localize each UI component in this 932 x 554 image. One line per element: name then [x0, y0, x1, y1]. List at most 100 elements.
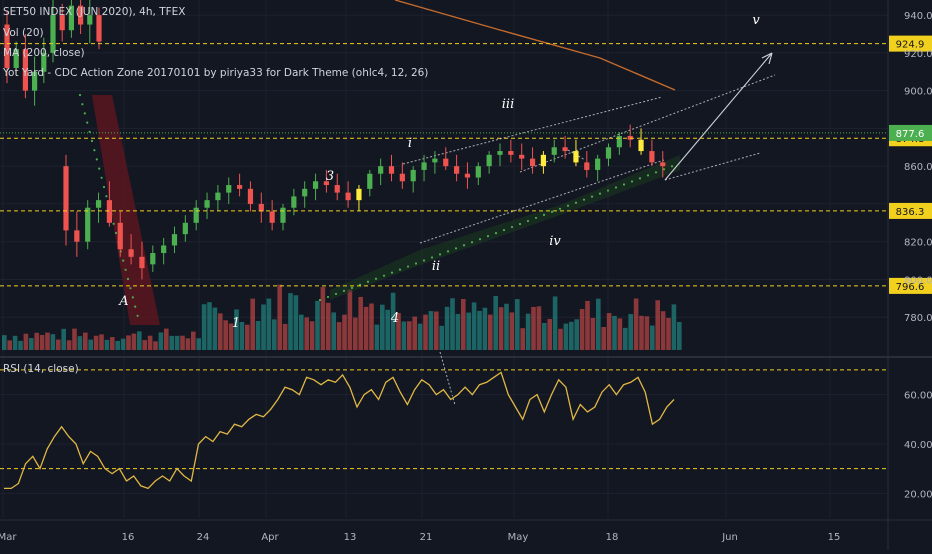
cdc-dot — [95, 158, 98, 161]
cdc-dot — [510, 225, 514, 229]
cdc-dot — [86, 121, 89, 124]
volume-bar — [288, 293, 293, 350]
time-tick-label: 21 — [420, 532, 433, 543]
time-tick-label: 24 — [197, 532, 210, 543]
candle-body — [139, 256, 145, 269]
volume-bar — [304, 317, 309, 350]
legend-ma[interactable]: MA (200, close) — [3, 47, 85, 59]
cdc-dot — [446, 250, 450, 253]
volume-bar — [617, 318, 623, 350]
price-axis[interactable]: 780.00 800.00 820.00 860.00 900.00 920.00 940.… — [904, 11, 932, 500]
candle-body — [193, 207, 199, 223]
cdc-dot — [558, 207, 562, 210]
volume-bar — [509, 312, 515, 350]
cdc-dot — [318, 298, 322, 302]
legend-cdc[interactable]: Yot Yard - CDC Action Zone 20170101 by p… — [3, 67, 429, 79]
volume-bar — [104, 339, 110, 350]
price-tick-label: 780.00 — [904, 313, 932, 324]
volume-bar — [99, 334, 104, 350]
wave-label: A — [118, 294, 128, 309]
wave-label: ii — [432, 259, 440, 274]
volume-bar — [644, 316, 650, 350]
volume-bar — [147, 335, 153, 350]
candle-body — [638, 139, 644, 152]
volume-bar — [353, 317, 358, 350]
volume-bar — [336, 322, 342, 350]
volume-bar — [498, 307, 504, 350]
volume-bar — [520, 328, 525, 350]
cdc-dot — [100, 176, 103, 179]
volume-bar — [466, 312, 471, 350]
price-level-tag — [889, 277, 932, 294]
volume-bar — [547, 318, 552, 350]
volume-bar — [590, 317, 596, 350]
channel-line — [419, 159, 665, 244]
candle-body — [247, 188, 254, 204]
time-tick-label: Apr — [261, 532, 279, 543]
cdc-dot — [126, 277, 130, 281]
candle-body — [312, 181, 319, 189]
candle-body — [584, 162, 590, 170]
candle-body — [106, 200, 112, 223]
volume-bar — [7, 340, 12, 350]
volume-bar — [164, 328, 169, 350]
cdc-dot — [502, 228, 506, 232]
legend-rsi[interactable]: RSI (14, close) — [3, 363, 79, 375]
cdc-dot — [606, 189, 610, 192]
volume-bar — [542, 322, 547, 350]
candle-body — [464, 173, 471, 178]
candle-body — [551, 147, 557, 155]
cdc-dot — [526, 219, 530, 223]
candle-body — [204, 200, 210, 208]
wave-label: v — [752, 13, 760, 28]
candle-body — [50, 15, 56, 53]
volume-bar — [579, 309, 585, 350]
volume-bar — [628, 314, 633, 350]
cdc-dot — [374, 277, 378, 280]
volume-bar — [261, 304, 266, 350]
rsi-pane — [0, 369, 888, 494]
volume-bar — [72, 328, 77, 350]
time-tick-label: 13 — [344, 532, 357, 543]
volume-bar — [369, 303, 374, 350]
candle-body — [573, 151, 579, 163]
legend-symbol[interactable]: SET50 INDEX (JUN 2020), 4h, TFEX — [3, 6, 186, 18]
cdc-dot — [398, 268, 402, 271]
volume-bar — [315, 300, 320, 350]
wave-label: i — [408, 136, 412, 151]
wave-label: 4 — [390, 311, 399, 326]
volume-bar — [569, 321, 574, 350]
cdc-dot — [78, 93, 82, 97]
volume-bar — [93, 335, 99, 350]
cdc-dot — [334, 292, 338, 296]
cdc-dot — [114, 231, 118, 235]
time-axis[interactable]: Mar 16 24 Apr 13 21 May 18 Jun 15 — [0, 532, 840, 543]
volume-bar — [120, 338, 126, 350]
wave-label: 3 — [326, 169, 334, 184]
legend-volume[interactable]: Vol (20) — [3, 27, 44, 39]
volume-bar — [293, 295, 299, 350]
candle-body — [128, 249, 134, 257]
volume-bar — [374, 324, 380, 350]
volume-bar — [347, 289, 353, 350]
volume-bar — [234, 309, 239, 350]
cdc-dot — [122, 259, 125, 262]
volume-bar — [191, 331, 196, 350]
volume-bar — [552, 296, 558, 350]
volume-bar — [88, 339, 93, 350]
cdc-dot — [124, 268, 127, 271]
cdc-dot — [105, 195, 108, 198]
rsi-line — [4, 371, 675, 490]
candle-body — [443, 158, 449, 167]
cdc-dot — [518, 222, 522, 226]
candle-body — [32, 71, 38, 91]
candle-body — [237, 185, 243, 189]
volume-bar — [223, 320, 228, 350]
volume-bar — [115, 340, 120, 350]
cdc-dot — [90, 139, 94, 143]
cdc-dot — [366, 280, 370, 283]
cdc-dot — [566, 204, 570, 207]
